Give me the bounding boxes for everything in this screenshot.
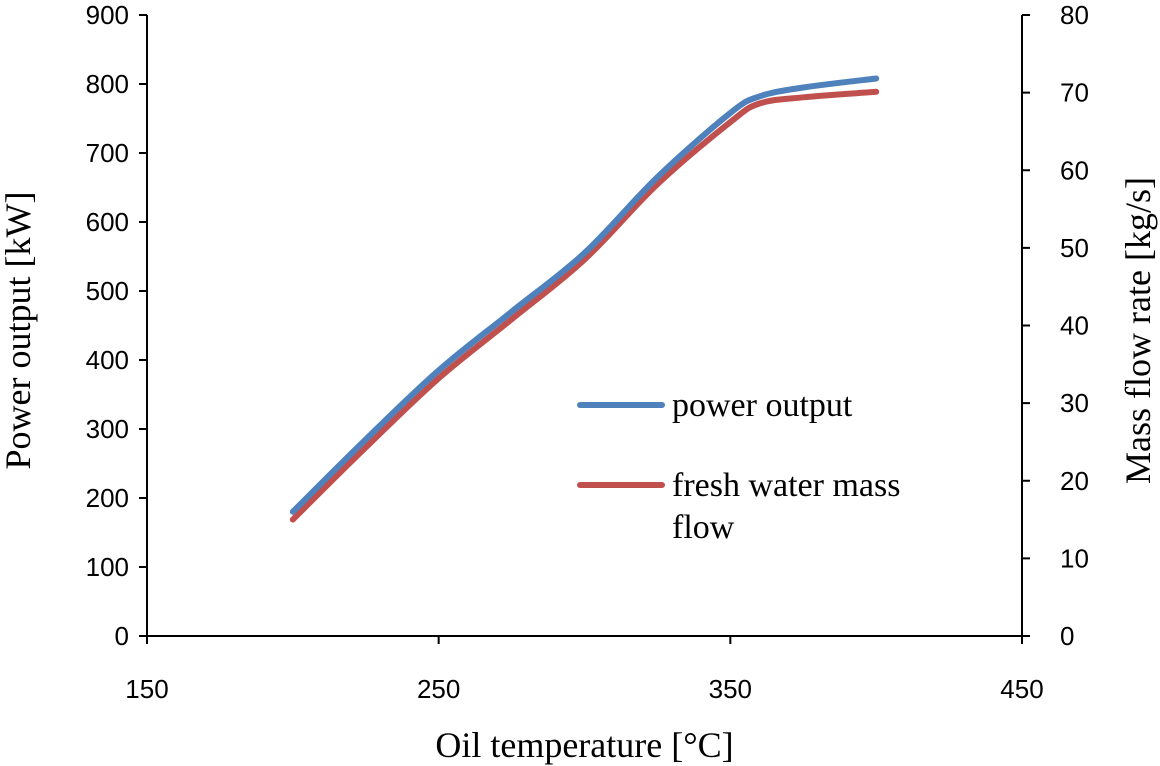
x-axis-ticks: 150 250 350 450	[125, 636, 1044, 704]
legend-label-line: fresh water mass	[672, 467, 900, 504]
y2-tick-label: 30	[1060, 388, 1089, 418]
series-line-fresh-water-mass-flow	[289, 88, 880, 523]
y-tick-label: 200	[86, 483, 129, 513]
x-tick-label: 150	[125, 674, 168, 704]
y2-axis-ticks: 0 10 20 30 40 50 60 70 80	[1022, 0, 1089, 651]
y2-tick-label: 50	[1060, 233, 1089, 263]
y2-tick-label: 0	[1060, 621, 1074, 651]
y-tick-label: 400	[86, 345, 129, 375]
y2-tick-label: 60	[1060, 155, 1089, 185]
series-lines	[289, 75, 880, 523]
plot-frame	[146, 15, 1023, 637]
y2-tick-label: 40	[1060, 311, 1089, 341]
x-tick-label: 250	[417, 674, 460, 704]
x-axis-title: Oil temperature [°C]	[435, 725, 733, 765]
legend-label-fresh-water-mass-flow: fresh water mass flow	[672, 467, 900, 546]
y-tick-label: 900	[86, 0, 129, 30]
y-tick-label: 100	[86, 552, 129, 582]
y-tick-label: 0	[115, 621, 129, 651]
y2-tick-label: 20	[1060, 466, 1089, 496]
y-tick-label: 800	[86, 69, 129, 99]
y2-axis-title: Mass flow rate [kg/s]	[1118, 177, 1158, 484]
y2-tick-label: 80	[1060, 0, 1089, 30]
y-axis-ticks: 0 100 200 300 400 500 600 700 800 900	[86, 0, 147, 651]
y-axis-title: Power output [kW]	[0, 192, 38, 470]
y-tick-label: 300	[86, 414, 129, 444]
legend: power output fresh water mass flow	[577, 387, 900, 546]
x-tick-label: 350	[709, 674, 752, 704]
y-tick-label: 500	[86, 276, 129, 306]
x-tick-label: 450	[1000, 674, 1043, 704]
series-line-power-output	[289, 75, 880, 515]
y2-tick-label: 10	[1060, 543, 1089, 573]
y-tick-label: 600	[86, 207, 129, 237]
y-tick-label: 700	[86, 138, 129, 168]
legend-label-power-output: power output	[672, 387, 853, 424]
legend-label-line: flow	[672, 509, 735, 546]
y2-tick-label: 70	[1060, 78, 1089, 108]
